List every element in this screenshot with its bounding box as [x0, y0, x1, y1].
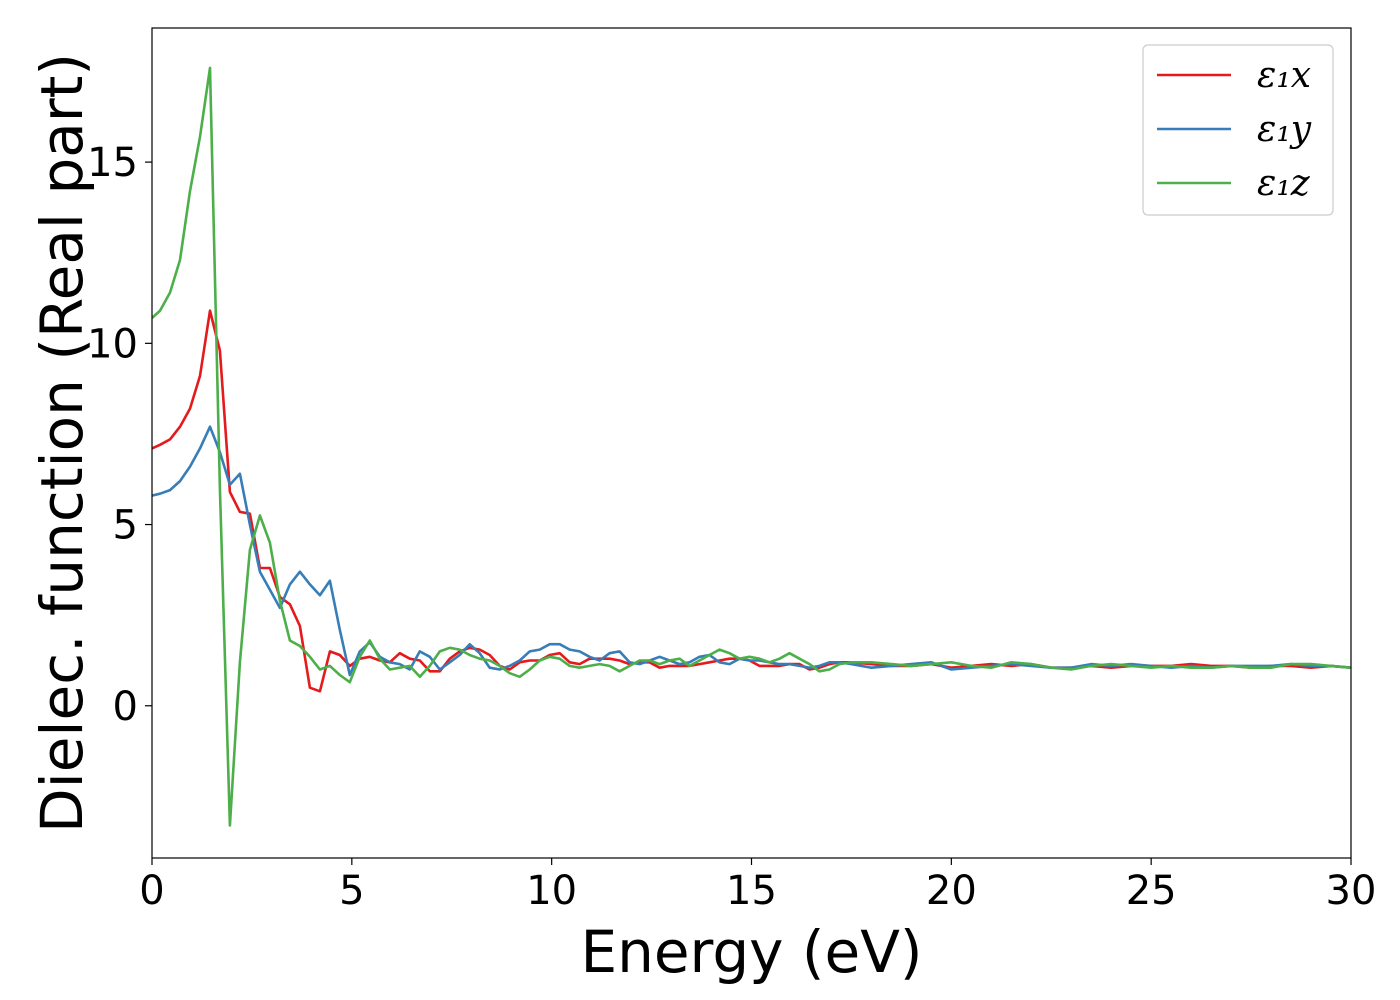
x-tick-label: 5: [339, 868, 364, 914]
x-tick-label: 30: [1326, 868, 1377, 914]
x-tick-label: 20: [926, 868, 977, 914]
legend-box: [1142, 44, 1334, 216]
y-tick-label: 0: [113, 684, 138, 730]
x-tick-label: 0: [139, 868, 164, 914]
legend-label-2: ε₁y: [1257, 109, 1312, 150]
legend: ε₁x ε₁y ε₁z: [1142, 44, 1334, 216]
y-axis-label: Dielec. function (Real part): [28, 53, 96, 833]
series-line-3: [152, 66, 1351, 827]
series-lines: [152, 66, 1351, 827]
y-tick-label: 10: [87, 321, 138, 367]
x-tick-label: 25: [1126, 868, 1177, 914]
legend-label-1: ε₁x: [1257, 55, 1311, 96]
y-tick-label: 5: [113, 503, 138, 549]
series-line-2: [152, 425, 1351, 677]
legend-label-3: ε₁z: [1257, 163, 1311, 204]
x-tick-label: 10: [526, 868, 577, 914]
axis-ticks: 0 5 10 15 20 25 30 0 5 10 15: [87, 140, 1376, 914]
x-tick-label: 15: [726, 868, 777, 914]
series-line-1: [152, 309, 1351, 693]
y-tick-label: 15: [87, 140, 138, 186]
x-axis-label: Energy (eV): [580, 918, 922, 986]
